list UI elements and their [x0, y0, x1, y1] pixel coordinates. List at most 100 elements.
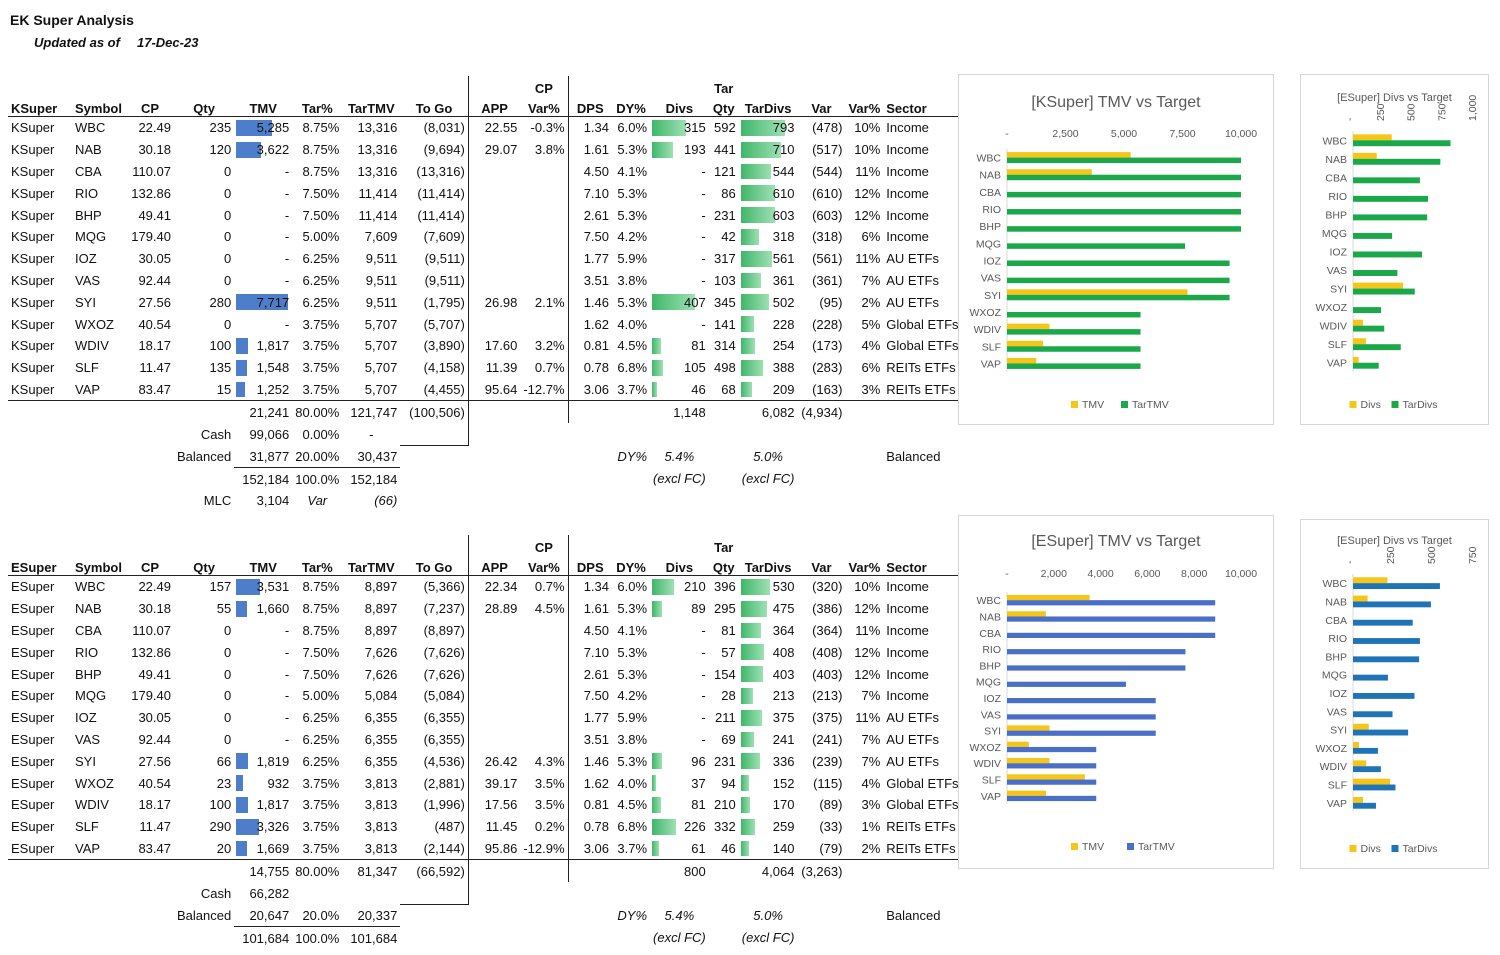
- cell-varpct: [520, 620, 568, 642]
- cell-tartmv: 8,897: [364, 601, 398, 617]
- bar-tardivs-syi: [1353, 729, 1409, 736]
- tardivs-databar: [740, 163, 772, 180]
- cell-var: (561): [812, 251, 843, 267]
- updated-date: 17-Dec-23: [137, 35, 199, 50]
- cell-togo: (6,355): [423, 710, 465, 726]
- cell-var: (239): [812, 753, 843, 769]
- tmv-databar: [236, 753, 249, 770]
- column-header-tartmv: TarTMV: [342, 96, 401, 117]
- cell-dy: 5.3%: [617, 753, 648, 769]
- column-header-dps: DPS: [567, 555, 613, 576]
- column-header-varpct: Var%: [520, 96, 569, 117]
- cell-symbol: WXOZ: [75, 316, 114, 332]
- cell-symbol: SLF: [75, 360, 99, 376]
- cell-cp: 18.17: [138, 338, 171, 354]
- tmv-databar: [236, 775, 243, 791]
- cell-cp: 27.56: [138, 294, 171, 310]
- cell-cp: 30.05: [138, 710, 171, 726]
- category-label: NAB: [1325, 596, 1347, 608]
- cell-tartmv: 3,813: [364, 840, 398, 856]
- total-tar: 80.00%: [292, 400, 343, 424]
- cell-tarpct: 6.25%: [302, 710, 340, 726]
- cell-qty: 235: [209, 120, 232, 136]
- category-label: WXOZ: [1316, 743, 1348, 755]
- cell-dy: 5.9%: [617, 710, 648, 726]
- x-tick-label: 10,000: [1225, 568, 1257, 580]
- cell-dy: 4.2%: [617, 688, 648, 704]
- cell-tarpct: 6.25%: [302, 731, 340, 747]
- tardivs-databar: [740, 207, 775, 223]
- divs-databar: [652, 600, 662, 617]
- balanced-tartmv: 20,337: [357, 907, 398, 923]
- cash-tar: 0.00%: [302, 426, 340, 442]
- category-label: SYI: [984, 726, 1001, 738]
- cell-var: (33): [819, 819, 843, 835]
- cell-varpct2: 12%: [854, 666, 881, 682]
- cell-varpct: -12.7%: [523, 381, 565, 397]
- cell-app: 22.55: [467, 116, 521, 139]
- cell-var: (478): [812, 120, 843, 136]
- cell-symbol: SYI: [75, 753, 96, 769]
- cell-togo: (4,455): [423, 381, 465, 397]
- cell-tarqty: 154: [714, 666, 736, 682]
- cell-symbol: MQG: [75, 229, 107, 245]
- cell-tarpct: 6.25%: [302, 294, 340, 310]
- table-row: KSuper MQG 179.40 0-5.00% 7,609 (7,609) 7.50 4.…: [8, 225, 962, 248]
- tardivs-databar: [740, 796, 751, 813]
- chart-title: [ESuper] TMV vs Target: [1031, 533, 1201, 550]
- cell-tmv: 1,252: [234, 379, 292, 401]
- table-row: KSuper WXOZ 40.54 0-3.75% 5,707 (5,707) 1.62 4.…: [8, 313, 962, 335]
- cell-symbol: VAP: [75, 381, 101, 397]
- cell-tardivs: 361: [739, 270, 798, 292]
- category-label: VAP: [1327, 798, 1347, 810]
- cell-cp: 11.47: [139, 360, 171, 376]
- cell-var: (375): [812, 710, 843, 726]
- ksuper-divs-chart: [ESuper] Divs vs Target - 250 500 750 1,000 WB…: [1300, 74, 1489, 425]
- bar-tardivs-rio: [1353, 638, 1420, 644]
- tardivs-databar: [740, 337, 755, 354]
- bar-tartmv-syi: [1007, 294, 1230, 301]
- cell-tmv: 1,660: [234, 598, 292, 620]
- bar-tartmv-slf: [1007, 346, 1141, 352]
- column-header-portfolio: KSuper: [8, 96, 72, 117]
- total-var: (4,934): [797, 400, 846, 424]
- cell-var: (283): [812, 360, 843, 376]
- cell-dy: 5.3%: [617, 666, 648, 682]
- cell-dy: 5.9%: [617, 251, 648, 267]
- cell-tartmv: 13,316: [357, 163, 398, 179]
- cell-sector: Global ETFs: [886, 316, 959, 332]
- cell-app: [467, 160, 521, 183]
- cell-tartmv: 11,414: [358, 185, 398, 201]
- cell-symbol: RIO: [75, 185, 99, 201]
- cell-varpct2: 2%: [861, 294, 881, 310]
- cell-var: (364): [812, 622, 843, 638]
- cell-app: [467, 641, 521, 664]
- cell-sector: REITs ETFs: [886, 381, 956, 397]
- category-label: VAS: [1327, 706, 1347, 718]
- cell-varpct: [520, 161, 568, 183]
- cell-dps: 1.77: [567, 247, 613, 270]
- cell-togo: (4,158): [423, 360, 465, 376]
- cell-varpct2: 7%: [861, 753, 881, 769]
- cell-cp: 30.18: [138, 601, 171, 617]
- column-header-sector: Sector: [883, 96, 962, 117]
- bar-tmv-slf: [1007, 340, 1044, 347]
- esuper-table: CP Tar ESuper Symbol CP Qty TMV Tar% TarTMV To Go…: [8, 535, 962, 950]
- bar-tardivs-nab: [1353, 601, 1431, 608]
- cell-tarpct: 3.75%: [302, 338, 340, 354]
- cell-varpct: 3.5%: [534, 775, 565, 791]
- cell-dps: 1.46: [567, 291, 613, 314]
- cell-qty: 0: [223, 622, 232, 638]
- column-header-var: Var: [797, 555, 846, 576]
- tardivs-databar: [740, 228, 759, 245]
- cell-tmv: 1,669: [234, 838, 292, 860]
- category-label: BHP: [979, 221, 1001, 233]
- category-label: MQG: [1322, 228, 1347, 240]
- cell-tardivs: 530: [739, 576, 798, 598]
- x-tick-label: -: [1005, 568, 1009, 580]
- total-tardivs: 4,064: [738, 859, 798, 883]
- cell-cp: 110.07: [132, 622, 171, 638]
- category-label: CBA: [1325, 615, 1347, 627]
- cell-tmv: -: [284, 644, 290, 660]
- table-row: KSuper WDIV 18.17 100 1,817 3.75% 5,707 (3,890)…: [8, 334, 962, 357]
